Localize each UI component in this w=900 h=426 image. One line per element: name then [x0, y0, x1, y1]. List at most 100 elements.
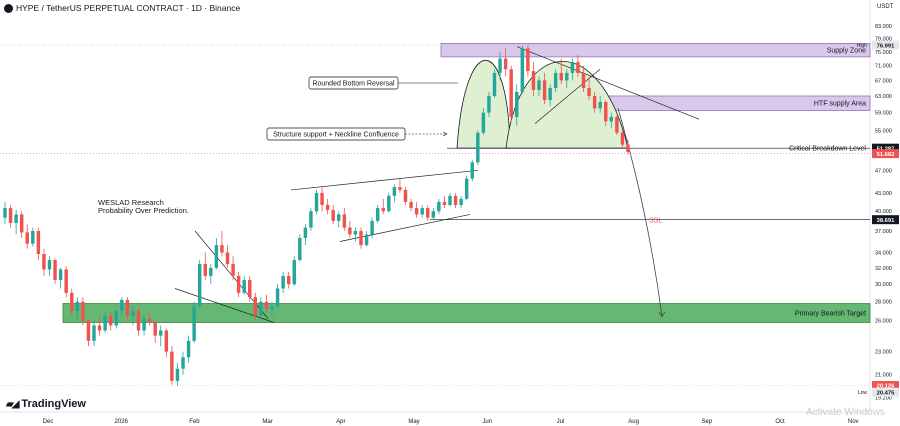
symbol-title[interactable]: HYPE / TetherUS PERPETUAL CONTRACT · 1D …: [16, 3, 241, 13]
x-tick-label: Jun: [482, 419, 492, 425]
candle-body: [164, 330, 169, 352]
candle-body: [587, 88, 591, 96]
candle-body: [231, 263, 235, 276]
candle-body: [131, 310, 135, 316]
trend-line-4: [516, 46, 700, 120]
x-tick-label: 2026: [115, 419, 129, 425]
candle-body: [36, 231, 41, 254]
price-tag-bg: [872, 381, 899, 390]
candle-body: [576, 62, 580, 73]
y-tick-label: 37.000: [875, 229, 892, 235]
price-tag-caption: Low: [858, 390, 868, 396]
candle-body: [14, 214, 18, 223]
candle-body: [192, 306, 196, 341]
candle-body: [359, 231, 363, 246]
candle-body: [542, 80, 547, 101]
candle-body: [387, 195, 391, 212]
brand-name: TradingView: [21, 398, 86, 410]
candle-body: [537, 80, 541, 91]
candle-body: [264, 301, 269, 310]
candle-body: [620, 132, 625, 145]
candle-body: [197, 263, 202, 307]
candle-body: [248, 280, 252, 298]
candle-body: [114, 310, 118, 326]
zone-0: [440, 43, 871, 58]
candle-body: [53, 260, 57, 281]
candle-body: [398, 187, 402, 190]
candle-body: [464, 178, 469, 199]
y-tick-label: 59.000: [875, 111, 892, 117]
candle-body: [292, 260, 296, 285]
candle-body: [3, 208, 7, 218]
price-tag-value: 38.691: [877, 218, 896, 224]
candle-body: [303, 227, 308, 238]
neckline-annotation-text: Structure support + Neckline Confluence: [273, 132, 399, 139]
candle-body: [142, 318, 146, 331]
rounded-bottom-annotation-text: Rounded Bottom Reversal: [312, 81, 395, 88]
candle-body: [375, 208, 380, 221]
candle-body: [626, 144, 630, 153]
y-tick-label: 79.000: [875, 37, 892, 43]
candle-body: [86, 320, 91, 341]
candle-body: [553, 72, 558, 89]
y-tick-label: 28.000: [875, 300, 892, 306]
candle-body: [353, 231, 358, 235]
candle-body: [314, 192, 319, 212]
y-tick-label: 21.000: [875, 373, 892, 379]
y-tick-label: 55.000: [875, 128, 892, 134]
candle-body: [520, 48, 525, 92]
candle-body: [531, 71, 536, 91]
candle-body: [615, 116, 619, 133]
candle-body: [298, 237, 302, 261]
activation-watermark: Activate Windows: [806, 407, 885, 418]
x-tick-label: Mar: [262, 419, 272, 425]
y-tick-label: 19.200: [875, 395, 892, 401]
price-tag-caption: High: [857, 43, 868, 49]
candle-body: [453, 195, 458, 205]
candle-body: [58, 269, 63, 281]
candle-body: [592, 95, 597, 109]
neckline-arrowhead: [442, 131, 448, 137]
trend-line-0: [290, 169, 479, 191]
candle-body: [498, 58, 502, 73]
x-tick-label: Aug: [628, 419, 639, 425]
candle-body: [92, 325, 96, 341]
candle-body: [426, 208, 430, 218]
price-tag-value: 51.682: [877, 152, 895, 158]
weslad-research-line2: Probability Over Prediction.: [98, 206, 189, 215]
candle-body: [559, 72, 563, 81]
candle-body: [253, 297, 258, 316]
price-tag-bg: [872, 143, 899, 153]
candle-body: [381, 208, 385, 212]
candle-body: [170, 351, 174, 381]
tradingview-icon: ▰◢: [6, 398, 19, 410]
candle-body: [47, 260, 52, 270]
candle-body: [565, 72, 569, 81]
candle-body: [270, 306, 274, 310]
price-tag-bg: [872, 40, 899, 50]
candle-body: [581, 72, 586, 89]
y-tick-label: 40.000: [875, 209, 892, 215]
y-tick-label: 63.000: [875, 94, 892, 100]
candle-body: [97, 325, 102, 331]
candle-body: [487, 95, 491, 113]
candle-body: [476, 132, 480, 163]
candle-body: [186, 340, 191, 358]
candle-body: [64, 269, 68, 293]
candle-body: [70, 292, 74, 311]
candle-body: [103, 315, 107, 331]
y-tick-label: 75.000: [875, 50, 892, 56]
candle-body: [342, 214, 347, 228]
zone-label: Primary Bearish Target: [795, 311, 866, 318]
y-tick-label: 23.000: [875, 350, 892, 356]
hype-coin-icon: [4, 3, 13, 13]
candle-body: [448, 195, 452, 205]
zone-label: Supply Zone: [827, 48, 866, 55]
bearish-arrow-head: [658, 311, 666, 318]
candle-body: [275, 288, 280, 307]
bearish-projection-arrow: [617, 108, 663, 317]
candle-body: [459, 198, 463, 205]
candle-body: [348, 227, 352, 235]
x-tick-label: Nov: [848, 419, 859, 425]
